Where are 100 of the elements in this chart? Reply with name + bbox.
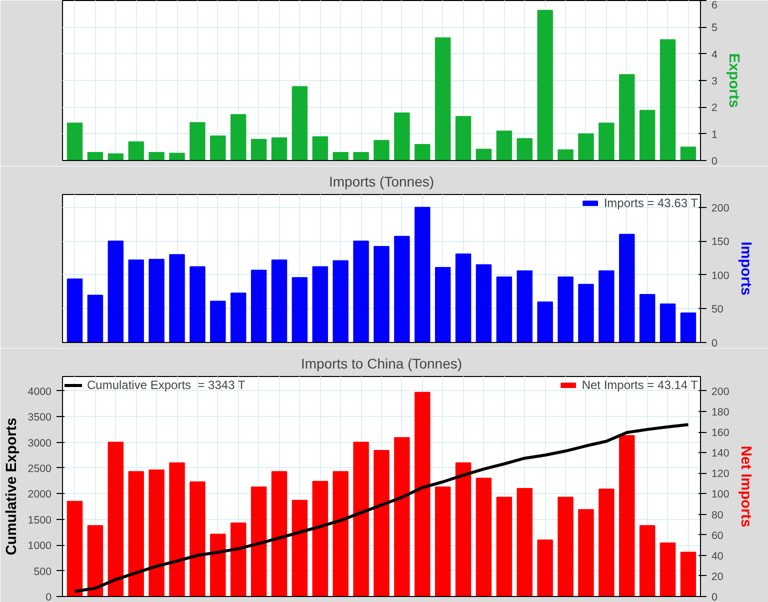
bar (312, 480, 328, 596)
y2-tick-label: 180 (712, 406, 730, 418)
bar (66, 278, 83, 342)
bar (250, 486, 267, 596)
y-tick-label: 2000 (28, 488, 52, 501)
bar (516, 488, 533, 596)
bar (87, 152, 104, 160)
bar (230, 114, 246, 160)
bar (312, 266, 328, 342)
bar (598, 488, 614, 596)
bar (230, 522, 246, 596)
y-tick-label: 1 (712, 128, 718, 141)
bar (516, 270, 533, 342)
bar (537, 539, 553, 596)
bar (66, 500, 83, 596)
bar (169, 254, 185, 342)
bar (476, 264, 492, 342)
y-tick-label: 5 (712, 22, 718, 34)
bar (210, 300, 226, 342)
y-axis-title: Cumulative Exports (4, 418, 20, 556)
bar (190, 122, 206, 160)
y2-tick-label: 80 (712, 509, 724, 522)
bar (537, 301, 553, 342)
bar (598, 270, 614, 342)
y2-axis-title: Net Imports (737, 446, 754, 528)
bar (353, 240, 369, 342)
bar (680, 146, 696, 160)
bar (190, 266, 206, 342)
bar (108, 153, 124, 160)
bar (558, 276, 574, 342)
bar (87, 294, 104, 342)
bar (598, 122, 614, 160)
y-tick-label: 6 (712, 0, 718, 12)
y-tick-label: 2 (712, 102, 718, 114)
y-tick-label: 1000 (28, 540, 52, 552)
bar (230, 292, 246, 342)
bar (537, 10, 553, 160)
bar (87, 525, 104, 596)
bar (148, 258, 164, 342)
bar (394, 437, 410, 596)
bar (128, 141, 144, 160)
bar (496, 276, 512, 342)
bar (332, 260, 348, 342)
bar (66, 122, 83, 160)
bar (639, 525, 656, 596)
bar (250, 270, 267, 342)
bar (292, 86, 308, 160)
chart-title: Imports (Tonnes) (328, 174, 434, 190)
bar (414, 392, 430, 596)
bar (476, 478, 492, 596)
line-series (73, 423, 690, 593)
bar (271, 260, 288, 342)
y-tick-label: 0 (46, 592, 52, 602)
bar (394, 112, 410, 160)
y-tick-label: 3500 (28, 412, 52, 424)
bar (169, 152, 185, 160)
bar (374, 246, 390, 342)
y-tick-label: 4000 (28, 386, 52, 398)
bar (639, 294, 656, 342)
bar (578, 509, 594, 596)
y-tick-label: 0 (712, 338, 718, 350)
y-tick-label: 4 (712, 48, 718, 61)
bar (434, 37, 451, 160)
bar (476, 148, 492, 160)
legend-label: Cumulative Exports = 3343 T (87, 378, 246, 392)
y-tick-label: 100 (712, 270, 730, 282)
bar (148, 470, 164, 596)
bar (619, 234, 635, 342)
bar (639, 110, 656, 160)
bar (292, 500, 308, 596)
bar (455, 253, 472, 342)
y-axis-title: Exports (725, 53, 742, 108)
y-axis-title: Imports (737, 242, 754, 296)
bar (414, 144, 430, 160)
bar (332, 152, 348, 160)
bar (374, 450, 390, 596)
bar (680, 552, 696, 596)
bar (578, 133, 594, 160)
y-tick-label: 3 (712, 76, 718, 88)
legend-label: Net Imports = 43.14 T (582, 378, 698, 392)
bar (271, 471, 288, 596)
y2-tick-label: 40 (712, 550, 724, 562)
bar (660, 303, 676, 342)
bar (292, 277, 308, 342)
y-tick-label: 1500 (28, 514, 52, 526)
y-tick-label: 50 (712, 304, 724, 316)
bar (332, 471, 348, 596)
bar (169, 462, 185, 596)
y-tick-label: 500 (34, 566, 52, 578)
y2-tick-label: 140 (712, 448, 730, 460)
y-tick-label: 3000 (28, 437, 52, 450)
bar (660, 542, 676, 596)
bar (353, 152, 369, 160)
bar (394, 236, 410, 342)
bar (128, 471, 144, 596)
bar (312, 136, 328, 160)
bar (108, 240, 124, 342)
y2-tick-label: 60 (712, 530, 724, 542)
bar (558, 496, 574, 596)
bar (619, 74, 635, 160)
